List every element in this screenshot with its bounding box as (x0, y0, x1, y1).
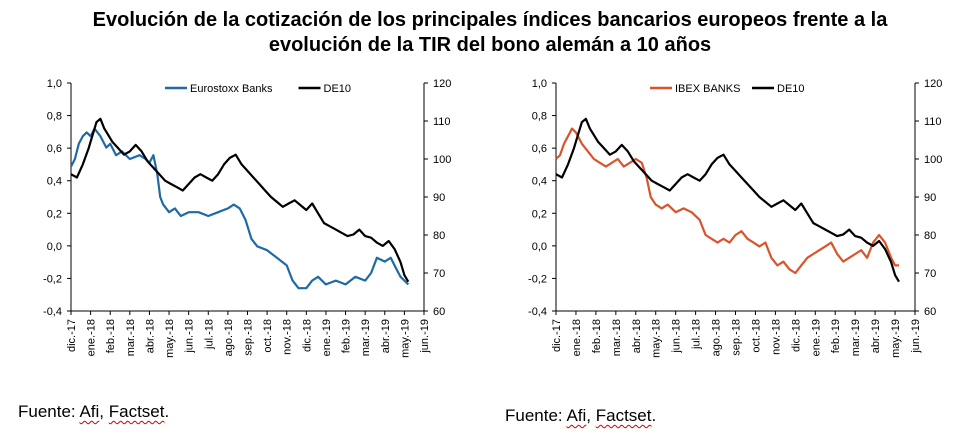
legend-label: Eurostoxx Banks (190, 83, 273, 95)
legend-label: DE10 (324, 83, 352, 95)
source-afi: Afi (566, 406, 587, 425)
source-sep: , (586, 406, 596, 425)
x-axis-tick-label: nov.-18 (282, 319, 294, 355)
left-axis-tick-label: 0,6 (532, 143, 547, 155)
series-line-de10 (70, 117, 410, 283)
series-line-de10 (555, 117, 900, 283)
title-line-1: Evolución de la cotización de los princi… (92, 9, 888, 31)
left-axis-tick-label: -0,4 (528, 306, 547, 318)
source-factset: Factset (108, 402, 165, 421)
x-axis-tick-label: ene.-19 (321, 319, 333, 356)
x-axis-tick-label: mar.-18 (611, 319, 623, 356)
x-axis-tick-label: may.-18 (164, 319, 176, 358)
x-axis-tick-label: abr.-18 (144, 319, 156, 353)
x-axis-tick-label: dic.-17 (66, 319, 78, 352)
x-axis-tick-label: jun.-18 (184, 319, 196, 354)
x-axis-tick-label: jul.-18 (691, 319, 703, 350)
x-axis-tick-label: jul.-18 (203, 319, 215, 350)
x-axis-tick-label: oct.-18 (262, 319, 274, 353)
x-axis-tick-label: sep.-18 (731, 319, 743, 356)
x-axis-tick-label: ene.-19 (810, 319, 822, 356)
x-axis-tick-label: abr.-18 (631, 319, 643, 353)
x-axis-tick-label: dic.-17 (551, 319, 563, 352)
x-axis-tick-label: mar.-19 (360, 319, 372, 356)
x-axis-tick-label: abr.-19 (380, 319, 392, 353)
source-note-left: Fuente: Afi, Factset. (18, 402, 169, 422)
x-axis-tick-label: feb.-18 (591, 319, 603, 353)
right-axis-tick-label: 110 (433, 116, 451, 128)
left-axis-tick-label: -0,4 (43, 306, 62, 318)
right-axis-tick-label: 120 (433, 78, 451, 90)
x-axis-tick-label: jun.-19 (419, 319, 431, 354)
left-axis-tick-label: 0,2 (47, 208, 62, 220)
right-axis-tick-label: 100 (924, 154, 942, 166)
source-note-right: Fuente: Afi, Factset. (505, 406, 656, 426)
left-axis-tick-label: 0,4 (532, 176, 547, 188)
left-axis-tick-label: 1,0 (532, 78, 547, 90)
x-axis-tick-label: oct.-18 (750, 319, 762, 353)
right-axis-tick-label: 80 (433, 230, 445, 242)
legend-label: DE10 (777, 83, 805, 95)
left-axis-tick-label: -0,2 (43, 273, 62, 285)
left-axis-tick-label: -0,2 (528, 273, 547, 285)
chart-1-group: -0,4 -0,2 0,0 0,2 0,4 0,6 0,8 1,0 60 70 80 90 100 110… (528, 78, 942, 358)
x-axis-tick-label: dic.-18 (790, 319, 802, 352)
right-axis-tick-label: 80 (924, 230, 936, 242)
right-axis-tick-label: 70 (433, 268, 445, 280)
source-factset: Factset (595, 406, 652, 425)
x-axis-tick-label: feb.-18 (105, 319, 117, 353)
series-line-bank-index (70, 127, 410, 290)
x-axis-tick-label: ene.-18 (571, 319, 583, 356)
x-axis-tick-label: dic.-18 (301, 319, 313, 352)
left-axis-tick-label: 0,8 (47, 111, 62, 123)
x-axis-tick-label: ene.-18 (86, 319, 98, 356)
right-axis-tick-label: 120 (924, 78, 942, 90)
right-axis-tick-label: 60 (433, 306, 445, 318)
right-axis-tick-label: 100 (433, 154, 451, 166)
x-axis-tick-label: may.-18 (651, 319, 663, 358)
x-axis-tick-label: ago.-18 (711, 319, 723, 356)
legend-label: IBEX BANKS (675, 83, 740, 95)
x-axis-tick-label: sep.-18 (243, 319, 255, 356)
right-axis-tick-label: 60 (924, 306, 936, 318)
source-afi: Afi (79, 402, 100, 421)
x-axis-tick-label: mar.-18 (125, 319, 137, 356)
series-line-bank-index (555, 127, 899, 275)
title-line-2: evolución de la TIR del bono alemán a 10… (268, 34, 712, 56)
x-axis-tick-label: jun.-19 (910, 319, 922, 354)
left-axis-tick-label: 0,4 (47, 176, 62, 188)
x-axis-tick-label: mar.-19 (850, 319, 862, 356)
source-prefix: Fuente: (505, 406, 567, 425)
right-axis-tick-label: 110 (924, 116, 942, 128)
x-axis-tick-label: may.-19 (890, 319, 902, 358)
x-axis-tick-label: abr.-19 (870, 319, 882, 353)
source-sep: , (99, 402, 109, 421)
left-axis-tick-label: 0,2 (532, 208, 547, 220)
x-axis-tick-label: nov.-18 (770, 319, 782, 355)
right-axis-tick-label: 70 (924, 268, 936, 280)
x-axis-tick-label: may.-19 (399, 319, 411, 358)
x-axis-tick-label: feb.-19 (341, 319, 353, 353)
source-prefix: Fuente: (18, 402, 80, 421)
right-axis-tick-label: 90 (924, 192, 936, 204)
left-axis-tick-label: 0,0 (532, 241, 547, 253)
right-axis-tick-label: 90 (433, 192, 445, 204)
chart-0-group: -0,4 -0,2 0,0 0,2 0,4 0,6 0,8 1,0 60 70 80 90 100 110… (43, 78, 451, 358)
left-axis-tick-label: 1,0 (47, 78, 62, 90)
left-axis-tick-label: 0,0 (47, 241, 62, 253)
x-axis-tick-label: ago.-18 (223, 319, 235, 356)
source-suffix: . (164, 402, 170, 421)
x-axis-tick-label: feb.-19 (830, 319, 842, 353)
source-suffix: . (651, 406, 657, 425)
left-axis-tick-label: 0,6 (47, 143, 62, 155)
left-axis-tick-label: 0,8 (532, 111, 547, 123)
x-axis-tick-label: jun.-18 (671, 319, 683, 354)
page-title: Evolución de la cotización de los princi… (0, 8, 980, 58)
